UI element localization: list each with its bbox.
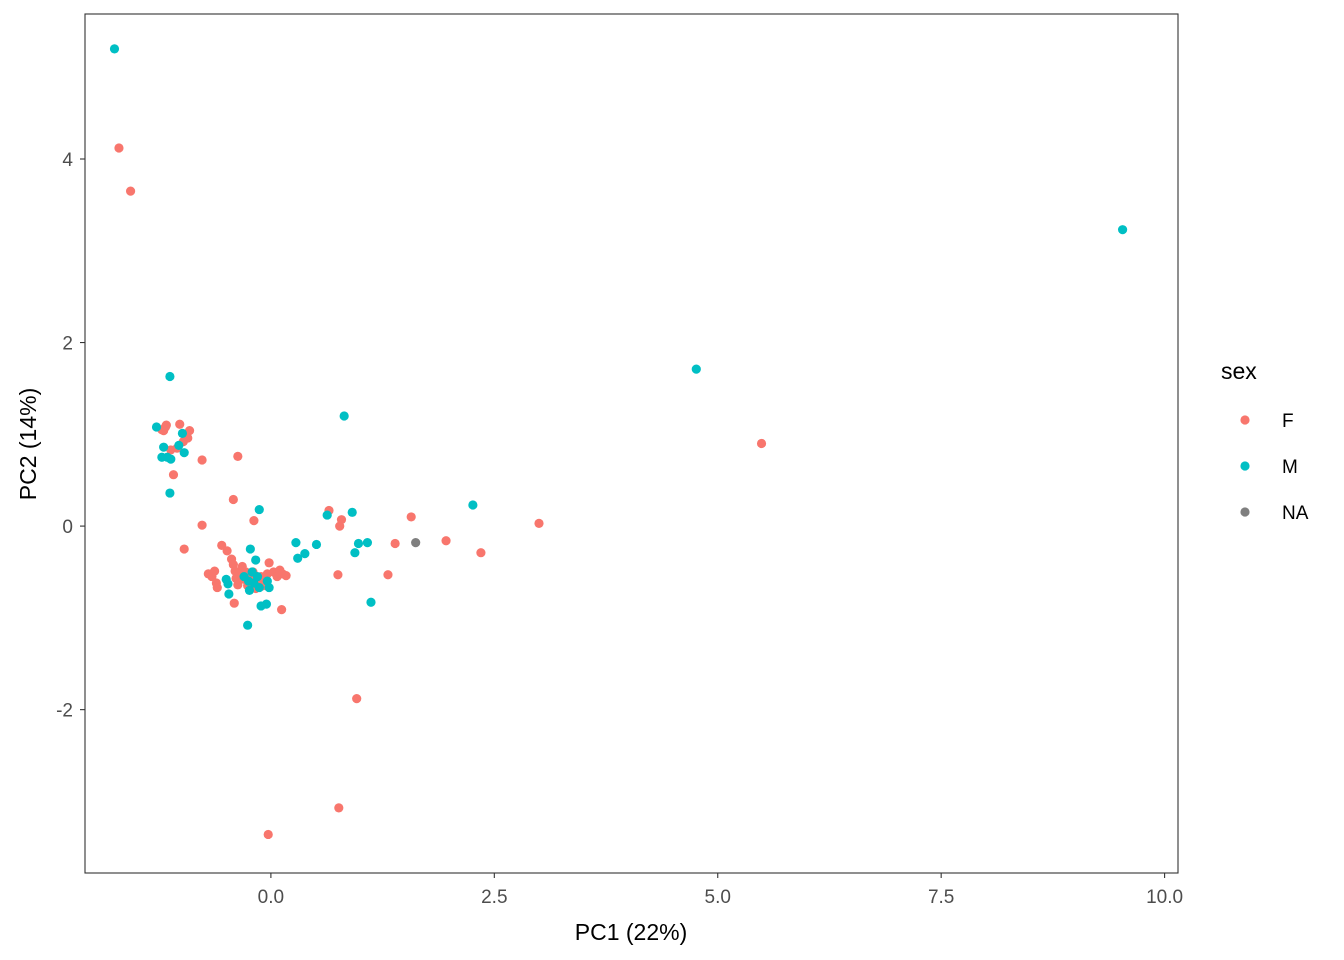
data-point — [339, 411, 349, 421]
data-point — [166, 454, 176, 464]
plot-panel-border — [84, 13, 1179, 874]
y-axis: -2 0 2 4 — [56, 150, 85, 722]
data-point — [281, 571, 291, 581]
x-axis-title: PC1 (22%) — [575, 919, 687, 945]
data-point — [390, 538, 400, 549]
data-point — [264, 558, 274, 568]
data-point — [336, 515, 347, 525]
data-point — [245, 544, 255, 554]
data-point — [756, 438, 767, 449]
data-point — [197, 520, 207, 530]
data-point — [322, 510, 332, 520]
legend-label-m: M — [1282, 457, 1298, 478]
data-point — [353, 538, 364, 549]
data-point — [244, 585, 255, 595]
data-point — [406, 512, 416, 522]
y-tick-label: -2 — [56, 701, 73, 722]
data-point — [125, 186, 136, 196]
data-point — [161, 420, 171, 430]
data-point — [179, 544, 189, 554]
legend-title: sex — [1221, 358, 1257, 384]
data-point — [277, 605, 287, 615]
data-point — [1117, 225, 1128, 235]
data-point — [175, 419, 185, 429]
data-point — [251, 555, 261, 565]
data-point — [177, 428, 188, 438]
data-point — [254, 504, 264, 515]
data-point — [168, 470, 179, 480]
data-point — [476, 548, 486, 558]
legend-key-na — [1240, 507, 1250, 517]
data-point — [264, 582, 274, 593]
y-tick-label: 0 — [62, 517, 73, 538]
data-point — [350, 548, 360, 558]
data-point — [228, 494, 238, 505]
y-axis-title: PC2 (14%) — [15, 388, 41, 500]
data-point — [174, 440, 184, 450]
data-point — [441, 536, 451, 546]
data-point — [179, 448, 189, 458]
data-point — [197, 455, 207, 465]
data-point — [252, 571, 263, 582]
data-point — [165, 371, 175, 382]
x-axis: 0.0 2.5 5.0 7.5 10.0 — [258, 873, 1183, 908]
data-point — [383, 570, 393, 580]
data-point — [311, 539, 322, 550]
data-point — [224, 589, 234, 599]
legend-items: F M NA — [1240, 411, 1309, 524]
y-tick-label: 2 — [62, 334, 73, 355]
data-point — [184, 426, 195, 436]
data-point — [468, 500, 478, 510]
x-tick-label: 7.5 — [928, 887, 954, 908]
data-point — [243, 620, 253, 630]
data-point — [109, 44, 120, 54]
data-point — [114, 143, 124, 153]
legend-label-f: F — [1282, 411, 1294, 432]
data-point — [347, 507, 357, 517]
data-point — [165, 488, 175, 498]
series-na — [411, 538, 421, 548]
data-point — [233, 580, 243, 590]
legend-label-na: NA — [1282, 503, 1309, 524]
data-point — [223, 579, 233, 589]
x-tick-label: 5.0 — [705, 887, 731, 908]
data-point — [261, 599, 272, 609]
data-point — [366, 597, 376, 607]
data-point — [334, 803, 344, 813]
data-point — [691, 364, 701, 374]
legend-key-f — [1240, 415, 1250, 425]
data-point — [233, 451, 243, 461]
data-point — [362, 538, 373, 548]
data-point — [222, 546, 232, 556]
data-point — [151, 422, 162, 432]
x-tick-label: 2.5 — [481, 887, 507, 908]
data-point — [293, 553, 303, 563]
points-layer — [109, 44, 1128, 840]
data-point — [291, 538, 301, 548]
y-tick-label: 4 — [62, 150, 73, 171]
data-point — [159, 442, 169, 452]
x-tick-label: 10.0 — [1146, 887, 1183, 908]
data-point — [411, 538, 421, 548]
legend: sex F M NA — [1221, 358, 1309, 524]
data-point — [333, 570, 343, 580]
data-point — [209, 566, 220, 576]
data-point — [300, 549, 310, 559]
data-point — [352, 694, 362, 704]
data-point — [263, 829, 273, 840]
data-point — [229, 598, 239, 608]
data-point — [254, 582, 264, 593]
legend-key-m — [1240, 461, 1250, 471]
data-point — [249, 515, 259, 526]
data-point — [212, 582, 222, 593]
x-tick-label: 0.0 — [258, 887, 284, 908]
series-m — [109, 44, 1128, 630]
data-point — [534, 518, 544, 528]
